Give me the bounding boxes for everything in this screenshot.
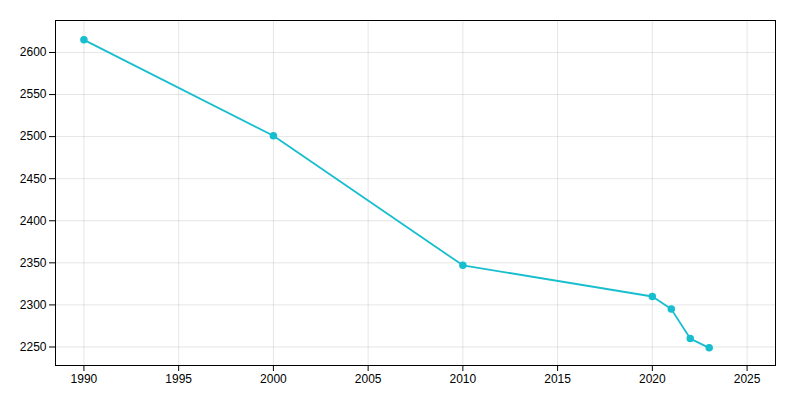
svg-text:2600: 2600 <box>20 45 47 59</box>
svg-text:2450: 2450 <box>20 172 47 186</box>
svg-text:1995: 1995 <box>165 372 192 386</box>
svg-text:2005: 2005 <box>355 372 382 386</box>
svg-text:2300: 2300 <box>20 298 47 312</box>
svg-text:2010: 2010 <box>450 372 477 386</box>
svg-text:2250: 2250 <box>20 340 47 354</box>
svg-text:2020: 2020 <box>639 372 666 386</box>
svg-text:2015: 2015 <box>544 372 571 386</box>
svg-text:2550: 2550 <box>20 87 47 101</box>
svg-text:2000: 2000 <box>260 372 287 386</box>
svg-text:2400: 2400 <box>20 214 47 228</box>
svg-text:2025: 2025 <box>734 372 761 386</box>
svg-text:1990: 1990 <box>71 372 98 386</box>
svg-text:2500: 2500 <box>20 129 47 143</box>
svg-text:2350: 2350 <box>20 256 47 270</box>
